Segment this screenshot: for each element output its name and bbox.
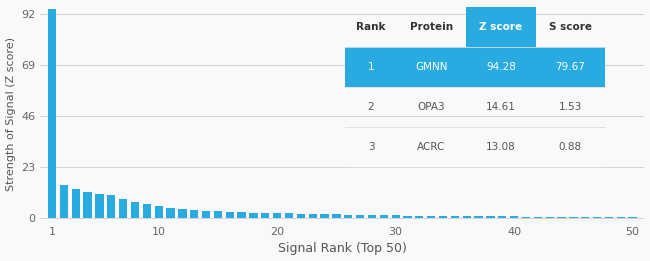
Bar <box>345 47 396 87</box>
Bar <box>466 47 536 87</box>
Bar <box>96 194 103 218</box>
Bar <box>463 216 471 218</box>
Text: OPA3: OPA3 <box>418 102 445 112</box>
Bar <box>427 216 436 218</box>
Bar <box>617 217 625 218</box>
Bar <box>391 215 400 218</box>
Bar <box>273 213 281 218</box>
Bar <box>522 217 530 218</box>
Bar <box>72 189 80 218</box>
Bar <box>250 212 257 218</box>
Bar <box>131 202 139 218</box>
Bar <box>60 185 68 218</box>
Bar <box>510 216 518 218</box>
Bar <box>285 213 293 218</box>
Bar <box>604 217 613 218</box>
Bar <box>474 216 483 218</box>
Y-axis label: Strength of Signal (Z score): Strength of Signal (Z score) <box>6 37 16 191</box>
Bar <box>534 217 542 218</box>
Text: Rank: Rank <box>356 22 386 32</box>
Bar <box>119 199 127 218</box>
X-axis label: Signal Rank (Top 50): Signal Rank (Top 50) <box>278 242 407 256</box>
Bar <box>48 9 56 218</box>
Text: 1.53: 1.53 <box>559 102 582 112</box>
Bar <box>226 212 234 218</box>
Bar <box>344 215 352 218</box>
Bar <box>320 214 329 218</box>
Bar <box>557 217 566 218</box>
Text: 1: 1 <box>368 62 374 72</box>
Bar <box>332 214 341 218</box>
Text: Protein: Protein <box>410 22 453 32</box>
Bar <box>166 208 175 218</box>
Bar <box>296 214 305 218</box>
Bar <box>261 213 270 218</box>
Text: 2: 2 <box>368 102 374 112</box>
Text: 0.88: 0.88 <box>559 142 582 152</box>
Bar <box>466 7 536 47</box>
Bar <box>178 209 187 218</box>
Text: 13.08: 13.08 <box>486 142 516 152</box>
Bar <box>545 217 554 218</box>
Bar <box>190 210 198 218</box>
Bar <box>368 215 376 218</box>
Text: ACRC: ACRC <box>417 142 446 152</box>
Text: 94.28: 94.28 <box>486 62 516 72</box>
Bar <box>396 47 466 87</box>
Bar <box>356 215 364 218</box>
Bar <box>593 217 601 218</box>
Bar <box>439 216 447 218</box>
Bar <box>202 211 210 218</box>
Bar <box>143 204 151 218</box>
Bar <box>486 216 495 218</box>
Text: S score: S score <box>549 22 592 32</box>
Text: GMNN: GMNN <box>415 62 448 72</box>
Bar <box>380 215 388 218</box>
Bar <box>155 206 163 218</box>
Text: Z score: Z score <box>480 22 523 32</box>
Bar <box>536 47 605 87</box>
Bar <box>404 216 411 218</box>
Bar <box>309 214 317 218</box>
Bar <box>415 216 424 218</box>
Bar <box>498 216 506 218</box>
Bar <box>569 217 577 218</box>
Bar <box>450 216 459 218</box>
Text: 79.67: 79.67 <box>556 62 586 72</box>
Bar <box>83 192 92 218</box>
Text: 3: 3 <box>368 142 374 152</box>
Bar <box>237 212 246 218</box>
Bar <box>107 195 116 218</box>
Bar <box>214 211 222 218</box>
Text: 14.61: 14.61 <box>486 102 516 112</box>
Bar <box>581 217 590 218</box>
Bar <box>629 217 637 218</box>
